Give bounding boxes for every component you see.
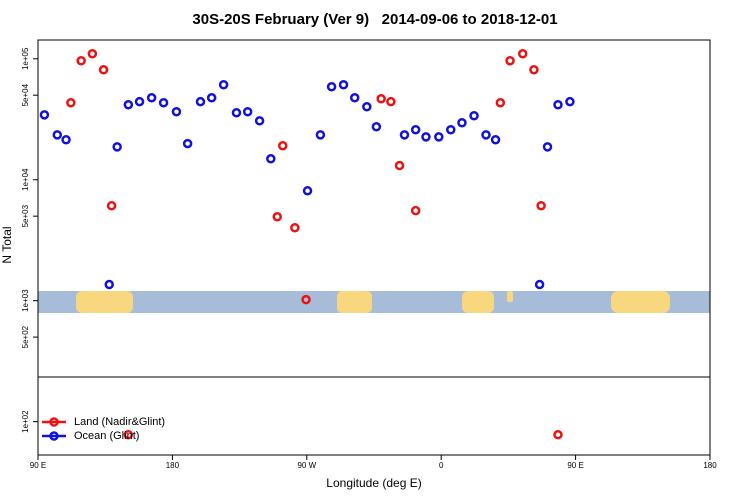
point <box>272 212 282 222</box>
point <box>123 429 134 440</box>
point <box>195 96 206 107</box>
point <box>123 99 134 110</box>
point <box>290 222 300 233</box>
point <box>301 294 311 305</box>
point <box>104 279 114 290</box>
point <box>542 142 553 152</box>
legend-marker <box>49 431 59 441</box>
y-tick-label: 1e+05 <box>21 47 30 70</box>
point <box>490 135 501 145</box>
point <box>231 107 242 118</box>
x-tick-label: 0 <box>439 461 444 470</box>
point <box>469 111 479 121</box>
point <box>565 96 575 107</box>
land-shape <box>611 291 670 313</box>
y-tick-label: 5e+04 <box>21 83 30 106</box>
point <box>399 130 410 140</box>
land-shape <box>337 291 372 313</box>
point <box>553 99 563 110</box>
point <box>386 96 396 107</box>
legend-marker <box>49 417 59 427</box>
point <box>446 125 456 135</box>
point <box>302 186 313 196</box>
point <box>66 98 76 108</box>
point <box>218 80 229 90</box>
chart-title: 30S-20S February (Ver 9) 2014-09-06 to 2… <box>192 11 557 28</box>
point <box>254 116 265 126</box>
point <box>371 122 382 132</box>
y-tick-label: 5e+02 <box>21 325 30 348</box>
y-tick-label: 5e+03 <box>21 204 30 227</box>
point <box>106 200 117 211</box>
point <box>52 130 63 140</box>
point <box>158 98 169 108</box>
point <box>529 65 539 75</box>
land-shape <box>507 291 513 302</box>
x-tick-label: 90 E <box>30 461 46 470</box>
ocean-band <box>38 291 710 313</box>
point <box>171 106 182 117</box>
x-tick-label: 90 W <box>297 461 316 470</box>
point <box>315 130 326 140</box>
point <box>421 132 431 142</box>
plot-frame <box>37 39 711 456</box>
point <box>98 65 109 75</box>
point <box>481 130 491 140</box>
point <box>495 98 506 108</box>
point <box>349 93 360 103</box>
point <box>112 142 122 152</box>
point <box>242 106 253 117</box>
x-axis-label: Longitude (deg E) <box>326 476 421 490</box>
point <box>266 154 276 164</box>
point <box>394 160 405 171</box>
land-shape <box>462 291 494 313</box>
point <box>134 96 145 107</box>
point <box>76 56 86 66</box>
point <box>434 132 444 142</box>
point <box>505 56 515 66</box>
point <box>362 102 372 112</box>
point <box>338 80 349 90</box>
point <box>376 94 386 104</box>
point <box>457 117 467 128</box>
point <box>146 93 157 103</box>
y-tick-label: 1e+03 <box>21 289 30 312</box>
x-tick-label: 90 E <box>567 461 583 470</box>
point <box>87 49 98 59</box>
legend-label: Ocean (Glint) <box>74 430 139 442</box>
y-tick-label: 1e+02 <box>21 410 30 433</box>
point <box>553 429 563 440</box>
x-tick-label: 180 <box>166 461 180 470</box>
y-axis-label: N Total <box>0 226 14 263</box>
point <box>39 110 50 120</box>
point <box>206 93 217 103</box>
point <box>278 141 288 151</box>
legend-label: Land (Nadir&Glint) <box>74 416 165 428</box>
point <box>326 82 337 92</box>
land-shape <box>76 291 133 313</box>
point <box>536 200 546 211</box>
point <box>410 125 421 135</box>
point <box>61 135 71 145</box>
point <box>517 49 528 59</box>
point <box>534 279 545 290</box>
point <box>182 138 193 149</box>
point <box>410 205 421 216</box>
map-band <box>38 291 710 313</box>
y-tick-label: 1e+04 <box>21 168 30 191</box>
x-tick-label: 180 <box>703 461 717 470</box>
